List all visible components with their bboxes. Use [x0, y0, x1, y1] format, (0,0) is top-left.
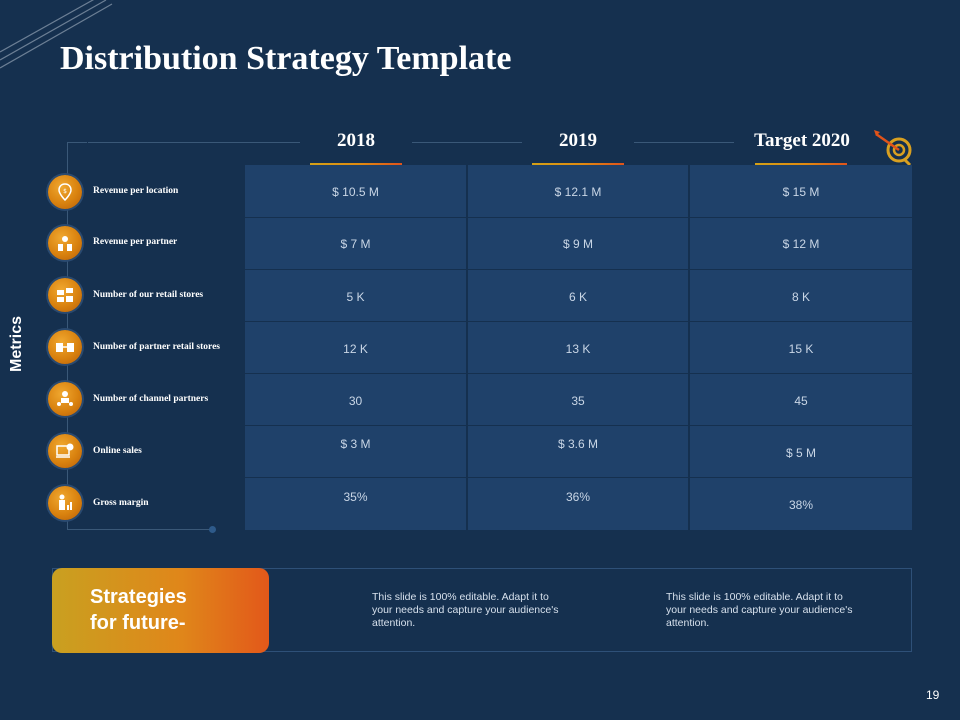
strategies-heading-line1: Strategies — [90, 586, 187, 608]
table-cell: $ 15 M — [782, 185, 820, 199]
column-header-target-2020: Target 2020 — [754, 130, 850, 151]
metrics-label: Metrics — [8, 315, 25, 372]
metric-label-our-retail-stores: Number of our retail stores — [93, 290, 204, 300]
column-header-2018: 2018 — [337, 130, 375, 151]
column-header-2019: 2019 — [559, 130, 597, 151]
table-cell: $ 3 M — [340, 437, 371, 451]
header-line — [634, 142, 734, 143]
table-cell: $ 7 M — [340, 237, 371, 251]
metric-label-gross-margin: Gross margin — [93, 498, 149, 508]
metric-label-revenue-per-partner: Revenue per partner — [93, 237, 178, 247]
slide-title: Distribution Strategy Template — [60, 40, 512, 77]
metric-label-online-sales: Online sales — [93, 446, 142, 456]
online-sales-icon — [48, 434, 82, 468]
corner-decoration — [0, 0, 113, 69]
table-cell: 38% — [788, 498, 814, 512]
column-divider — [466, 165, 468, 530]
header-line — [412, 142, 522, 143]
gross-margin-icon — [48, 486, 82, 520]
table-cell: $ 5 M — [785, 446, 816, 460]
table-cell: 13 K — [565, 342, 591, 356]
bracket-line — [67, 529, 214, 530]
table-cell: 36% — [565, 490, 591, 504]
page-number: 19 — [926, 688, 940, 702]
row-divider — [245, 217, 912, 218]
bracket-dot — [209, 526, 216, 533]
stores-icon — [48, 278, 82, 312]
metric-label-partner-retail-stores: Number of partner retail stores — [93, 342, 220, 352]
table-cell: 35% — [343, 490, 368, 504]
bracket-line — [67, 142, 87, 143]
partner-idea-icon — [48, 226, 82, 260]
table-cell: 6 K — [568, 290, 587, 304]
metric-label-revenue-per-location: Revenue per location — [93, 186, 179, 196]
strategy-note-2: This slide is 100% editable. Adapt it to… — [666, 591, 853, 629]
row-divider — [245, 321, 912, 322]
partner-stores-icon — [48, 330, 82, 364]
row-divider — [245, 477, 912, 478]
svg-text:$: $ — [63, 188, 67, 195]
table-cell: 8 K — [791, 290, 810, 304]
table-cell: $ 3.6 M — [557, 437, 599, 451]
table-cell: 35 — [571, 394, 585, 408]
table-cell: $ 9 M — [562, 237, 593, 251]
metrics-table: $ 10.5 M $ 12.1 M $ 15 M $ 7 M $ 9 M $ 1… — [245, 165, 912, 530]
table-cell: $ 10.5 M — [332, 185, 379, 199]
table-cell: 15 K — [788, 342, 814, 356]
target-arrow-icon — [874, 130, 912, 167]
location-dollar-icon: $ — [48, 175, 82, 209]
table-cell: $ 12.1 M — [554, 185, 602, 199]
channel-partners-icon — [48, 382, 82, 416]
strategies-heading: Strategies for future- — [90, 584, 187, 636]
metric-label-channel-partners: Number of channel partners — [93, 394, 209, 404]
strategy-note-1: This slide is 100% editable. Adapt it to… — [372, 591, 559, 629]
table-cell: 45 — [794, 394, 808, 408]
table-cell: $ 12 M — [782, 237, 820, 251]
row-divider — [245, 425, 912, 426]
row-divider — [245, 269, 912, 270]
table-cell: 12 K — [343, 342, 368, 356]
strategies-box — [52, 568, 269, 653]
table-cell: 5 K — [346, 290, 365, 304]
row-divider — [245, 373, 912, 374]
strategies-heading-line2: for future- — [90, 612, 186, 634]
header-line — [88, 142, 300, 143]
table-cell: 30 — [348, 394, 363, 408]
column-divider — [688, 165, 690, 530]
